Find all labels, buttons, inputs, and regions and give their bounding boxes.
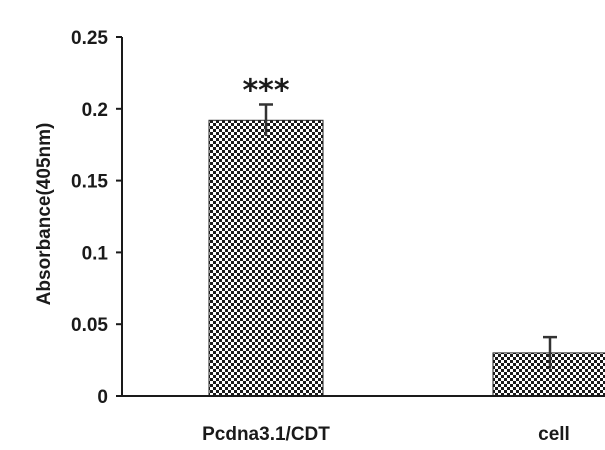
bars-group: *** <box>208 73 605 397</box>
y-tick-label: 0.2 <box>82 100 108 121</box>
x-axis-labels: Pcdna3.1/CDT cell <box>202 424 570 445</box>
y-tick-label: 0.1 <box>82 243 109 264</box>
y-tick-label: 0 <box>97 387 108 408</box>
significance-annotation: *** <box>242 73 289 108</box>
y-tick-label: 0.15 <box>71 172 108 193</box>
x-category-label: Pcdna3.1/CDT <box>202 424 330 445</box>
bar-pcdna-cdt <box>208 119 324 397</box>
x-category-label: cell <box>538 424 570 445</box>
y-axis-ticks: 0 0.05 0.1 0.15 0.2 0.25 <box>71 28 122 408</box>
y-tick-label: 0.05 <box>71 315 108 336</box>
y-tick-label: 0.25 <box>71 28 108 49</box>
y-axis-label: Absorbance(405nm) <box>34 123 55 306</box>
